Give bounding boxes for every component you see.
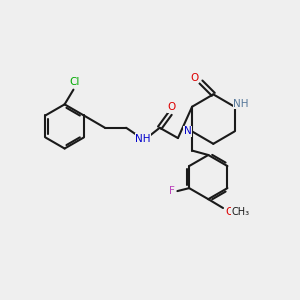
Text: Cl: Cl	[70, 77, 80, 87]
Text: NH: NH	[233, 99, 249, 109]
Text: F: F	[169, 186, 174, 196]
Text: O: O	[225, 207, 234, 218]
Text: NH: NH	[135, 134, 151, 144]
Text: N: N	[184, 126, 192, 136]
Text: O: O	[167, 102, 175, 112]
Text: CH₃: CH₃	[232, 207, 250, 218]
Text: O: O	[190, 73, 199, 82]
